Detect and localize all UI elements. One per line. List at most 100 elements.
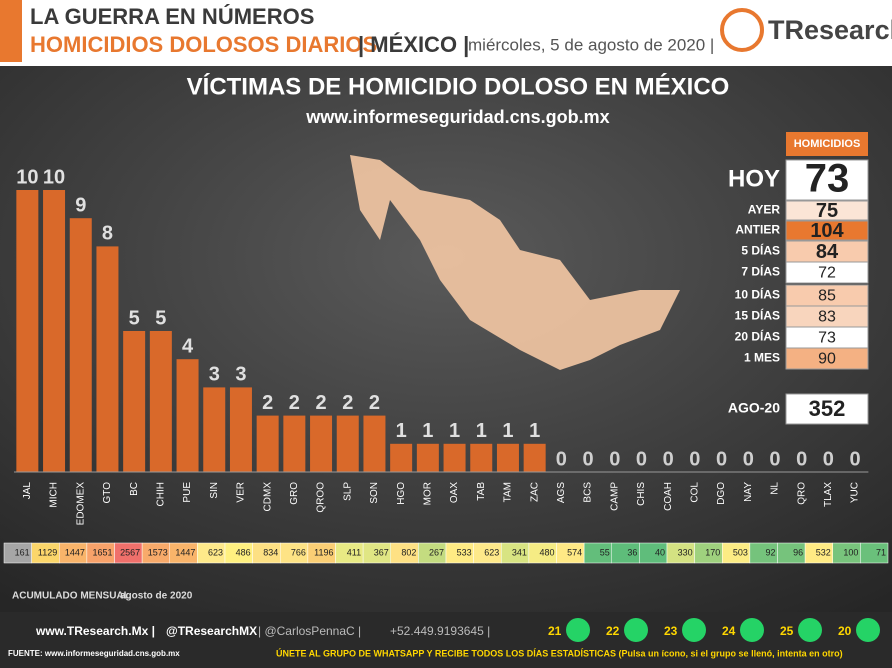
value-label: 5 (155, 307, 166, 329)
value-label: 1 (449, 420, 460, 442)
summary-value-box (785, 347, 869, 370)
monthly-value: 533 (457, 547, 472, 557)
footer-twitter[interactable]: @TResearchMX (166, 624, 257, 638)
summary-value: 90 (818, 351, 836, 368)
x-tick-label: CAMP (609, 482, 620, 511)
footer-phone: +52.449.9193645 | (390, 624, 490, 638)
x-tick-label: PUE (182, 482, 193, 503)
monthly-value: 834 (263, 547, 278, 557)
value-label: 1 (529, 420, 540, 442)
x-tick-label: HGO (396, 482, 407, 505)
x-tick-label: SLP (342, 482, 353, 501)
monthly-value: 1447 (175, 547, 195, 557)
x-tick-label: GRO (289, 482, 300, 505)
summary-value: 83 (818, 309, 836, 326)
x-tick-label: YUC (850, 482, 861, 503)
header-date: miércoles, 5 de agosto de 2020 | (468, 35, 714, 54)
x-tick-label: SIN (209, 482, 220, 499)
map-mexico (350, 155, 680, 370)
chart-title: VÍCTIMAS DE HOMICIDIO DOLOSO EN MÉXICO (187, 72, 730, 100)
bar (283, 415, 306, 472)
footer-source: FUENTE: www.informeseguridad.cns.gob.mx (8, 649, 180, 658)
value-label: 0 (849, 448, 860, 470)
x-tick-label: JAL (22, 482, 33, 500)
summary-value: 85 (818, 288, 836, 305)
monthly-value: 71 (876, 547, 886, 557)
summary-value: 84 (816, 241, 839, 263)
whatsapp-icon[interactable] (682, 618, 706, 642)
footer-join: ÚNETE AL GRUPO DE WHATSAPP Y RECIBE TODO… (276, 647, 843, 658)
value-label: 0 (556, 448, 567, 470)
x-tick-label: NAY (743, 482, 754, 502)
summary-header-box (786, 132, 868, 156)
group-number[interactable]: 23 (664, 624, 678, 638)
group-number[interactable]: 22 (606, 624, 620, 638)
x-tick-label: NL (770, 482, 781, 495)
value-label: 0 (689, 448, 700, 470)
summary-label: HOY (728, 165, 780, 192)
monthly-value: 766 (291, 547, 306, 557)
monthly-value: 1129 (38, 547, 57, 557)
monthly-value: 55 (600, 547, 610, 557)
summary-label: 5 DÍAS (741, 243, 780, 258)
whatsapp-icon[interactable] (624, 618, 648, 642)
bar (149, 331, 172, 472)
monthly-value: 480 (539, 547, 554, 557)
monthly-value: 96 (793, 547, 803, 557)
monthly-value: 802 (401, 547, 416, 557)
monthly-value: 623 (208, 547, 223, 557)
summary-label: 10 DÍAS (735, 287, 780, 302)
bar (176, 359, 199, 472)
group-number[interactable]: 25 (780, 624, 794, 638)
value-label: 2 (342, 392, 353, 414)
bar (43, 190, 66, 472)
group-number[interactable]: 20 (838, 624, 852, 638)
whatsapp-icon[interactable] (740, 618, 764, 642)
x-tick-label: COAH (663, 482, 674, 511)
x-tick-label: EDOMEX (75, 482, 86, 526)
x-tick-label: CDMX (262, 482, 273, 512)
value-label: 1 (396, 420, 407, 442)
x-tick-label: GTO (102, 482, 113, 504)
header-country: | MÉXICO | (358, 32, 469, 57)
monthly-period: agosto de 2020 (120, 591, 193, 602)
value-label: 5 (129, 307, 140, 329)
whatsapp-icon[interactable] (856, 618, 880, 642)
summary-value-box (785, 200, 869, 221)
monthly-value: 170 (705, 547, 720, 557)
summary-value: 104 (810, 220, 844, 242)
x-tick-label: MICH (49, 482, 60, 508)
monthly-label: ACUMULADO MENSUAL (12, 591, 130, 602)
header-line1: LA GUERRA EN NÚMEROS (30, 4, 314, 29)
group-number[interactable]: 21 (548, 624, 562, 638)
footer-bar (0, 612, 892, 668)
summary-value: 73 (818, 330, 836, 347)
x-tick-label: QROO (316, 482, 327, 513)
whatsapp-icon[interactable] (566, 618, 590, 642)
group-number[interactable]: 24 (722, 624, 736, 638)
summary-value-box (785, 261, 869, 284)
bar (203, 387, 226, 472)
summary-header: HOMICIDIOS (794, 138, 861, 150)
value-label: 3 (235, 364, 246, 386)
monthly-value: 100 (843, 547, 858, 557)
x-tick-label: CHIH (155, 482, 166, 506)
bar (229, 387, 252, 472)
x-tick-label: VER (236, 482, 247, 503)
whatsapp-icon[interactable] (798, 618, 822, 642)
value-label: 1 (502, 420, 513, 442)
monthly-value: 411 (347, 547, 361, 557)
bar (256, 415, 279, 472)
monthly-value: 92 (765, 547, 775, 557)
x-tick-label: DGO (716, 482, 727, 505)
x-tick-label: QRO (796, 482, 807, 505)
header-stripe (0, 0, 22, 62)
footer-site[interactable]: www.TResearch.Mx | (35, 624, 155, 638)
x-tick-label: ZAC (529, 482, 540, 502)
bar (16, 190, 39, 472)
monthly-value: 40 (655, 547, 665, 557)
value-label: 0 (663, 448, 674, 470)
x-tick-label: AGS (556, 482, 567, 503)
